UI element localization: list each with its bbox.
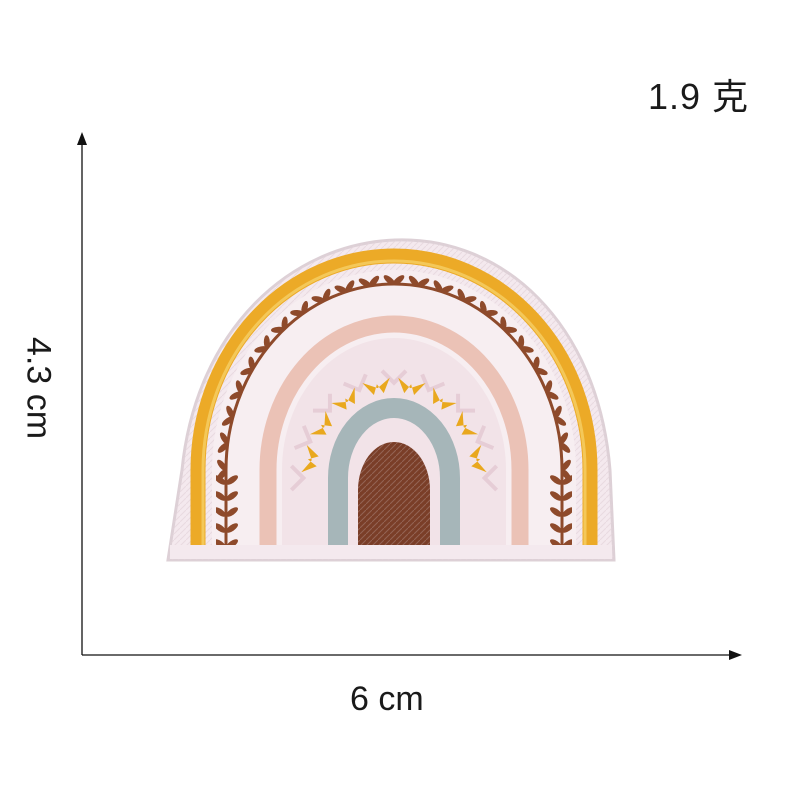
vine-leaf bbox=[216, 475, 226, 485]
vine-leaf bbox=[479, 300, 487, 315]
golden-arch bbox=[190, 248, 598, 545]
golden-sun-ray bbox=[433, 387, 457, 410]
vine-leaf bbox=[440, 285, 454, 294]
vine-leaf bbox=[559, 442, 571, 453]
golden-sun-ray bbox=[331, 387, 355, 410]
vine-leaf bbox=[216, 539, 226, 545]
vine-leaf bbox=[334, 285, 348, 294]
vine-leaf bbox=[216, 491, 226, 501]
golden-arch-highlight bbox=[201, 259, 587, 545]
vine-leaf bbox=[408, 275, 420, 288]
vine-leaf bbox=[562, 475, 572, 485]
vine-leaves bbox=[216, 275, 572, 545]
vine-leaf bbox=[550, 475, 562, 485]
vine-leaf bbox=[519, 346, 534, 353]
pink-arch bbox=[259, 315, 529, 545]
vine-leaf bbox=[322, 288, 331, 302]
vine-leaf bbox=[483, 310, 498, 317]
vine-leaf bbox=[219, 432, 230, 445]
pale-chevron bbox=[312, 393, 332, 413]
vine-leaf bbox=[226, 539, 238, 545]
vine-leaf bbox=[534, 367, 548, 376]
vine-leaf bbox=[281, 316, 288, 331]
pale-chevron bbox=[481, 464, 499, 492]
vine-leaf bbox=[290, 310, 305, 317]
vine-leaf bbox=[248, 356, 255, 371]
vine-leaf bbox=[345, 280, 355, 293]
vine-leaf bbox=[500, 316, 507, 331]
vine-leaf bbox=[216, 523, 226, 533]
vine-leaf bbox=[433, 280, 443, 293]
vine-leaf bbox=[226, 475, 238, 485]
pale-chevron bbox=[342, 373, 368, 393]
golden-sun-rays bbox=[301, 377, 487, 473]
vine-leaf bbox=[562, 539, 572, 545]
vine-leaf bbox=[558, 432, 569, 445]
vine-leaf bbox=[554, 416, 567, 426]
vine-leaf bbox=[518, 335, 525, 350]
vine-leaf bbox=[226, 507, 238, 517]
patch-bottom-edge bbox=[170, 545, 612, 559]
rainbow-patch bbox=[166, 238, 616, 562]
golden-sun-ray bbox=[398, 377, 426, 396]
golden-sun-ray bbox=[455, 411, 479, 435]
vine-leaf bbox=[216, 507, 226, 517]
pale-chevron bbox=[456, 393, 476, 413]
vine-leaf bbox=[462, 296, 477, 303]
vine-leaf bbox=[235, 380, 243, 394]
vine-leaf bbox=[221, 416, 234, 426]
vine-leaf bbox=[226, 405, 235, 419]
golden-sun-ray bbox=[362, 377, 390, 396]
width-dimension-label: 6 cm bbox=[350, 680, 424, 718]
vine-leaf bbox=[545, 391, 559, 400]
vine-leaf bbox=[562, 507, 572, 517]
vine-leaf bbox=[533, 356, 540, 371]
vine-leaf bbox=[416, 278, 430, 288]
pale-chevrons bbox=[289, 369, 499, 492]
pale-chevron bbox=[380, 369, 408, 386]
vine-leaf bbox=[550, 491, 562, 501]
vine-leaf bbox=[226, 491, 238, 501]
pale-chevron bbox=[289, 464, 307, 492]
golden-sun-ray bbox=[469, 444, 487, 473]
golden-sun-ray bbox=[301, 444, 319, 473]
vine-leaf bbox=[383, 275, 396, 286]
vine-leaf bbox=[550, 523, 562, 533]
vine-leaf bbox=[562, 491, 572, 501]
vine-leaf bbox=[457, 288, 466, 302]
horizontal-axis-arrow bbox=[729, 650, 742, 660]
vine-leaf bbox=[311, 296, 326, 303]
brown-core-texture bbox=[358, 442, 430, 545]
golden-sun-ray bbox=[309, 411, 333, 435]
vine-leaf bbox=[545, 380, 553, 394]
vine-leaf bbox=[263, 335, 270, 350]
vine-leaf bbox=[560, 459, 571, 472]
vine-leaf bbox=[368, 275, 380, 288]
vine-leaf bbox=[240, 367, 254, 376]
vine-leaf bbox=[550, 507, 562, 517]
vine-leaf bbox=[229, 391, 243, 400]
vine-leaf bbox=[217, 459, 228, 472]
dimension-axes bbox=[77, 132, 742, 660]
vine-leaf bbox=[553, 405, 562, 419]
vertical-axis-arrow bbox=[77, 132, 87, 145]
vine-leaf bbox=[392, 275, 405, 286]
pale-chevron bbox=[293, 425, 313, 450]
vine-leaf bbox=[358, 278, 372, 288]
vine-leaf bbox=[301, 300, 309, 315]
vine-leaf bbox=[254, 346, 269, 353]
pale-chevron bbox=[420, 373, 446, 393]
pale-chevron bbox=[475, 425, 495, 450]
vine-leaf bbox=[503, 326, 517, 333]
vine-leaf bbox=[562, 523, 572, 533]
blue-arch bbox=[328, 398, 460, 545]
vine-leaf bbox=[271, 326, 285, 333]
vine-leaf bbox=[226, 523, 238, 533]
vine-leaf bbox=[550, 539, 562, 545]
vine-leaf bbox=[217, 442, 229, 453]
weight-label: 1.9 克 bbox=[648, 76, 750, 117]
